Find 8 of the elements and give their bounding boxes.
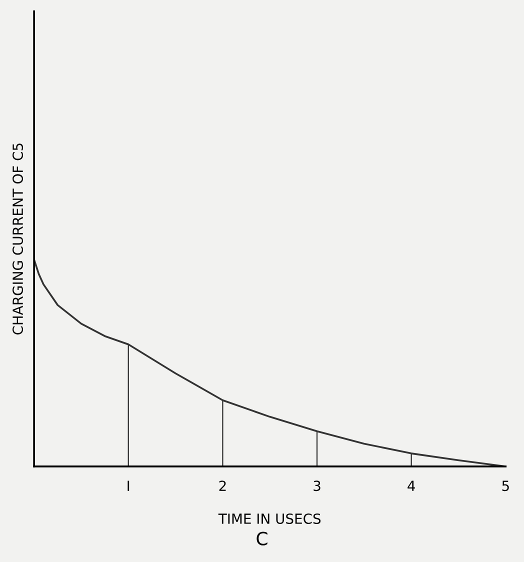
x-tick-label: I: [128, 480, 130, 491]
x-tick-label: 2: [219, 480, 226, 491]
x-tick-label: 5: [502, 480, 509, 492]
y-axis-title: CHARGING CURRENT OF C5: [12, 144, 24, 334]
x-axis-title: TIME IN USECS: [218, 513, 321, 524]
text: C: [256, 532, 268, 546]
x-tick-label: 3: [314, 480, 320, 492]
x-tick-label: 4: [408, 480, 415, 491]
